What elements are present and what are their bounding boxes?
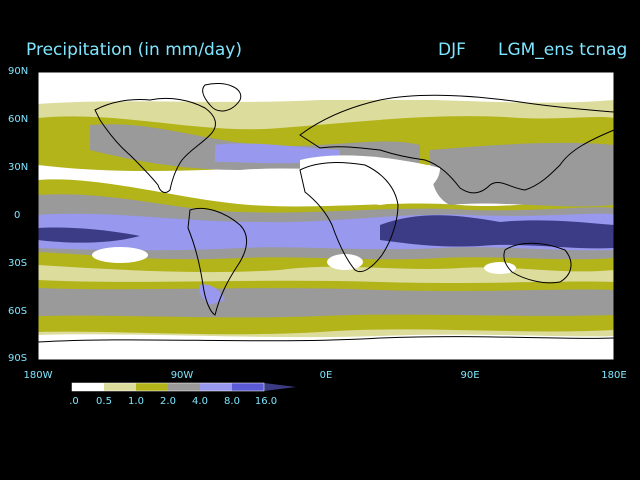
- colorbar-swatch-1: [104, 383, 136, 391]
- dry-sahara-arabia: [300, 155, 440, 205]
- coast-north-america: [94, 97, 216, 193]
- band-grey-southern-ocean: [38, 288, 614, 318]
- colorbar-swatch-5: [232, 383, 264, 391]
- experiment-label: LGM_ens tcnag: [498, 40, 628, 60]
- coast-greenland: [202, 83, 242, 112]
- colorbar-label-6: 16.0: [254, 396, 278, 407]
- map-panel: [37, 71, 615, 361]
- lat-label-90n: 90N: [8, 66, 29, 77]
- lon-label-180w: 180W: [23, 370, 53, 381]
- lon-label-180e: 180E: [601, 370, 627, 381]
- season-label: DJF: [438, 40, 466, 60]
- coast-antarctica: [37, 336, 615, 343]
- colorbar-swatch-3: [168, 383, 200, 391]
- colorbar: [71, 382, 296, 392]
- colorbar-label-3: 2.0: [160, 396, 176, 407]
- lat-label-30s: 30S: [8, 258, 28, 269]
- colorbar-label-1: 0.5: [96, 396, 112, 407]
- colorbar-label-4: 4.0: [192, 396, 208, 407]
- lat-label-60n: 60N: [8, 114, 29, 125]
- colorbar-label-5: 8.0: [224, 396, 240, 407]
- colorbar-swatch-6: [264, 383, 296, 391]
- lat-label-60s: 60S: [8, 306, 28, 317]
- plot-title: Precipitation (in mm/day): [26, 40, 242, 60]
- lat-label-90s: 90S: [8, 353, 28, 364]
- coast-africa: [299, 162, 399, 273]
- dry-se-pacific: [92, 247, 148, 263]
- coast-eurasia: [299, 94, 615, 194]
- lat-label-30n: 30N: [8, 162, 29, 173]
- dry-south-atlantic: [327, 254, 363, 270]
- dry-antarctic: [38, 334, 614, 360]
- colorbar-swatch-0: [72, 383, 104, 391]
- colorbar-outline: [71, 382, 265, 392]
- core-dark-indian-maritime: [380, 215, 614, 249]
- coastlines: [37, 83, 615, 343]
- lon-label-90e: 90E: [460, 370, 480, 381]
- band-grey-north-pacific: [430, 142, 614, 207]
- coast-australia: [503, 242, 572, 284]
- colorbar-swatch-2: [136, 383, 168, 391]
- dry-arctic-north: [38, 72, 614, 104]
- map-frame: [37, 71, 615, 361]
- colorbar-swatch-4: [200, 383, 232, 391]
- lon-label-0e: 0E: [319, 370, 333, 381]
- colorbar-label-0: .0: [69, 396, 79, 407]
- colorbar-label-2: 1.0: [128, 396, 144, 407]
- dry-australia-west: [484, 262, 516, 274]
- lat-label-0: 0: [14, 210, 21, 221]
- core-dark-pacific: [38, 227, 140, 243]
- coast-south-america: [187, 207, 247, 316]
- lon-label-90w: 90W: [170, 370, 194, 381]
